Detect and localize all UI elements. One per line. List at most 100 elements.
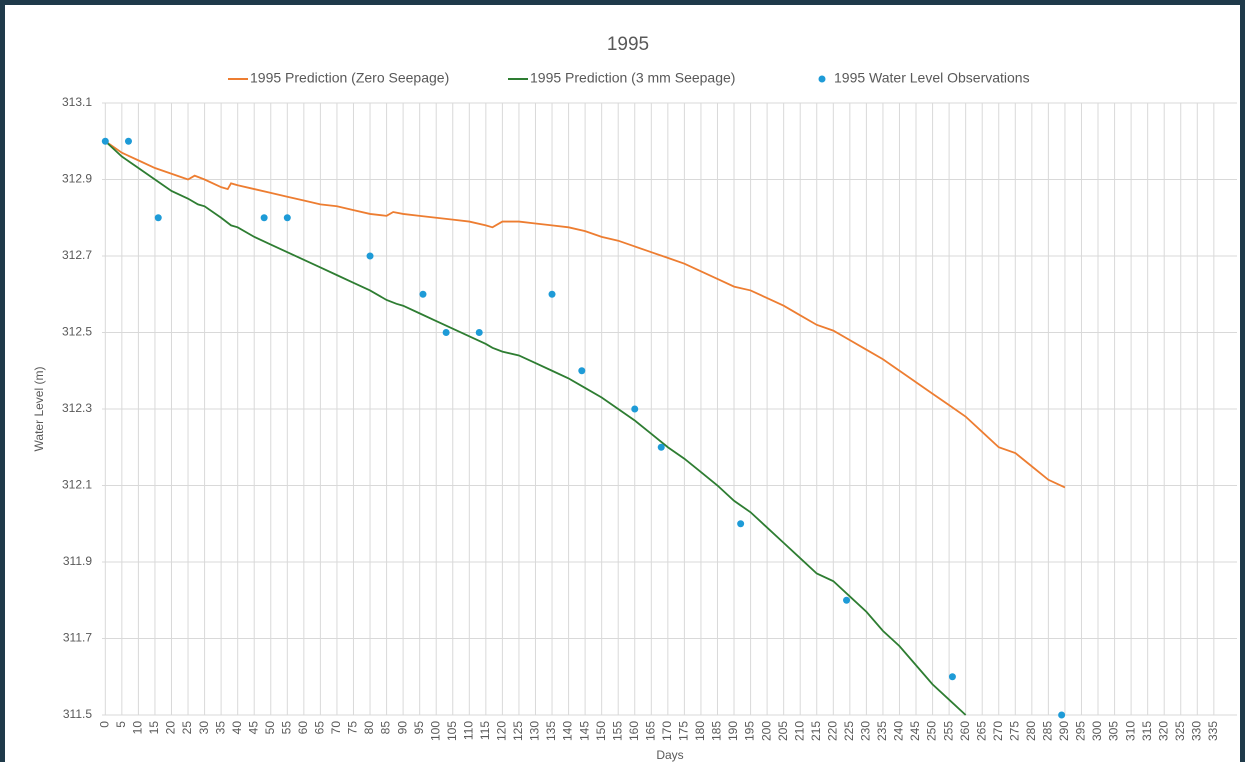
legend-label: 1995 Water Level Observations — [834, 70, 1030, 86]
x-tick-label: 180 — [693, 721, 707, 741]
x-tick-label: 140 — [561, 721, 575, 741]
x-tick-label: 200 — [759, 721, 773, 741]
x-tick-label: 75 — [346, 721, 360, 735]
x-tick-label: 95 — [412, 721, 426, 735]
observation-point — [260, 214, 268, 222]
y-axis-label: Water Level (m) — [32, 367, 46, 452]
x-tick-label: 115 — [478, 721, 492, 740]
observation-point — [737, 520, 745, 528]
x-tick-label: 175 — [677, 721, 691, 741]
legend-marker — [818, 75, 826, 83]
y-tick-label: 311.7 — [63, 631, 92, 645]
x-axis-label: Days — [656, 748, 683, 762]
x-tick-label: 190 — [726, 721, 740, 741]
x-tick-label: 120 — [495, 721, 509, 741]
x-tick-label: 0 — [97, 721, 111, 728]
x-tick-label: 55 — [279, 721, 293, 735]
x-tick-label: 30 — [197, 721, 211, 735]
x-tick-label: 250 — [925, 721, 939, 741]
x-tick-label: 65 — [313, 721, 327, 735]
x-tick-label: 235 — [875, 721, 889, 741]
observation-point — [578, 367, 586, 375]
x-tick-label: 220 — [825, 721, 839, 741]
x-tick-label: 285 — [1041, 721, 1055, 741]
x-tick-label: 230 — [859, 721, 873, 741]
x-tick-label: 130 — [528, 721, 542, 741]
x-tick-label: 245 — [908, 721, 922, 741]
x-tick-label: 270 — [991, 721, 1005, 741]
legend-label: 1995 Prediction (Zero Seepage) — [250, 70, 449, 86]
y-tick-label: 312.5 — [62, 325, 92, 339]
observation-point — [283, 214, 291, 222]
x-tick-label: 100 — [428, 721, 442, 741]
observation-point — [101, 137, 109, 145]
y-tick-label: 312.9 — [62, 172, 92, 186]
x-tick-label: 290 — [1057, 721, 1071, 741]
x-tick-label: 145 — [577, 721, 591, 741]
x-tick-label: 5 — [114, 721, 128, 728]
x-tick-label: 60 — [296, 721, 310, 735]
x-tick-label: 315 — [1140, 721, 1154, 741]
observation-point — [843, 596, 851, 604]
x-tick-label: 300 — [1090, 721, 1104, 741]
x-tick-label: 275 — [1007, 721, 1021, 741]
observation-point — [631, 405, 639, 413]
legend-label: 1995 Prediction (3 mm Seepage) — [530, 70, 735, 86]
x-tick-label: 330 — [1189, 721, 1203, 741]
x-tick-label: 20 — [164, 721, 178, 735]
x-tick-label: 40 — [230, 721, 244, 735]
x-tick-label: 265 — [974, 721, 988, 741]
x-tick-label: 195 — [743, 721, 757, 741]
x-tick-label: 90 — [395, 721, 409, 735]
x-tick-label: 135 — [544, 721, 558, 741]
x-tick-label: 185 — [710, 721, 724, 741]
x-tick-label: 150 — [594, 721, 608, 741]
x-tick-label: 85 — [379, 721, 393, 735]
x-tick-label: 35 — [213, 721, 227, 735]
x-tick-label: 155 — [610, 721, 624, 741]
x-tick-label: 45 — [246, 721, 260, 735]
x-tick-label: 70 — [329, 721, 343, 735]
x-tick-label: 170 — [660, 721, 674, 741]
y-tick-label: 311.9 — [63, 554, 92, 568]
x-tick-label: 125 — [511, 721, 525, 741]
observation-point — [366, 252, 374, 260]
x-tick-label: 325 — [1173, 721, 1187, 741]
observation-point — [442, 329, 450, 336]
x-tick-label: 280 — [1024, 721, 1038, 741]
x-tick-label: 205 — [776, 721, 790, 741]
x-tick-label: 295 — [1074, 721, 1088, 741]
observation-point — [419, 290, 427, 298]
x-tick-label: 225 — [842, 721, 856, 741]
x-tick-label: 50 — [263, 721, 277, 735]
observation-point — [1058, 711, 1066, 719]
y-tick-label: 312.7 — [62, 248, 92, 262]
x-tick-label: 310 — [1123, 721, 1137, 741]
y-tick-label: 311.5 — [63, 707, 92, 721]
x-tick-label: 335 — [1206, 721, 1220, 741]
y-tick-label: 312.3 — [62, 401, 92, 415]
chart-title: 1995 — [607, 34, 649, 55]
observation-point — [475, 329, 483, 336]
series-line — [104, 140, 1066, 489]
observation-point — [657, 443, 665, 451]
x-tick-label: 320 — [1156, 721, 1170, 741]
observation-point — [948, 673, 956, 681]
x-tick-label: 260 — [958, 721, 972, 741]
x-tick-label: 305 — [1107, 721, 1121, 741]
x-tick-label: 10 — [131, 721, 145, 735]
x-tick-label: 105 — [445, 721, 459, 741]
series-line — [104, 140, 967, 716]
x-tick-label: 110 — [461, 721, 475, 740]
x-tick-label: 215 — [809, 721, 823, 741]
x-tick-label: 15 — [147, 721, 161, 735]
observation-point — [548, 290, 556, 298]
observation-point — [154, 214, 162, 222]
x-tick-label: 255 — [941, 721, 955, 741]
observation-point — [124, 137, 132, 145]
x-tick-label: 80 — [362, 721, 376, 735]
x-tick-label: 25 — [180, 721, 194, 735]
x-tick-label: 240 — [892, 721, 906, 741]
